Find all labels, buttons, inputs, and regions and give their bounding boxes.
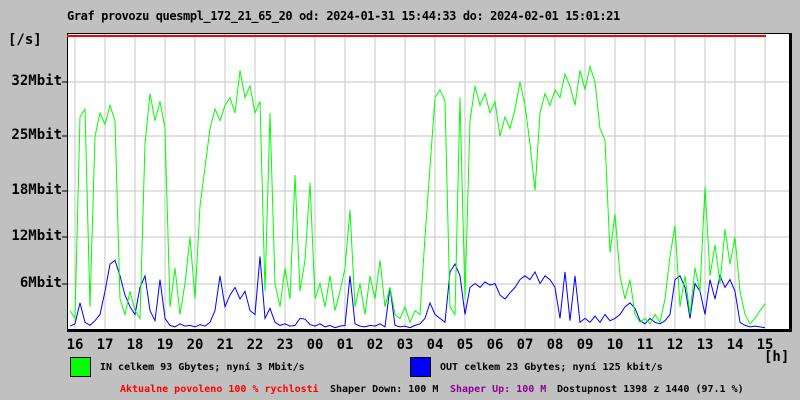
x-tick-label: 05 <box>456 337 474 353</box>
in-series-swatch <box>70 357 91 377</box>
in-legend-label: IN celkem 93 Gbytes; nyní 3 Mbit/s <box>100 362 305 373</box>
x-tick-label: 04 <box>426 337 444 353</box>
y-tick-label: 12Mbit <box>11 228 62 244</box>
y-tick-label: 25Mbit <box>11 127 62 143</box>
x-tick-label: 19 <box>156 337 174 353</box>
x-tick-label: 16 <box>66 337 84 353</box>
y-tick-label: 32Mbit <box>11 73 62 89</box>
x-tick-label: 03 <box>396 337 414 353</box>
x-tick-label: 23 <box>276 337 294 353</box>
x-tick-label: 14 <box>726 337 744 353</box>
x-tick-label: 08 <box>546 337 564 353</box>
availability-text: Dostupnost 1398 z 1440 (97.1 %) <box>557 384 744 395</box>
y-tick-label: 6Mbit <box>19 275 62 291</box>
y-axis-unit-label: [/s] <box>8 32 42 48</box>
x-tick-label: 22 <box>246 337 264 353</box>
x-tick-label: 18 <box>126 337 144 353</box>
shaper-down-text: Shaper Down: 100 M <box>330 384 439 395</box>
x-tick-label: 09 <box>576 337 594 353</box>
x-tick-label: 21 <box>216 337 234 353</box>
out-series-line <box>69 256 766 329</box>
x-tick-label: 10 <box>606 337 624 353</box>
x-axis-unit-label: [h] <box>764 349 790 365</box>
x-tick-label: 11 <box>636 337 654 353</box>
out-legend-label: OUT celkem 23 Gbytes; nyní 125 kbit/s <box>440 362 663 373</box>
out-series-swatch <box>410 357 431 377</box>
shaper-up-text: Shaper Up: 100 M <box>450 384 547 395</box>
x-tick-label: 17 <box>96 337 114 353</box>
in-series-line <box>69 64 766 325</box>
x-tick-label: 02 <box>366 337 384 353</box>
plot-border <box>67 33 790 330</box>
x-tick-label: 07 <box>516 337 534 353</box>
allowed-speed-text: Aktualne povoleno 100 % rychlosti <box>120 384 319 395</box>
x-tick-label: 13 <box>696 337 714 353</box>
x-tick-label: 01 <box>336 337 354 353</box>
y-tick-label: 18Mbit <box>11 182 62 198</box>
x-tick-label: 00 <box>306 337 324 353</box>
x-tick-label: 15 <box>756 337 774 353</box>
x-tick-label: 06 <box>486 337 504 353</box>
x-tick-label: 20 <box>186 337 204 353</box>
x-tick-label: 12 <box>666 337 684 353</box>
graph-title: Graf provozu quesmpl_172_21_65_20 od: 20… <box>67 9 620 23</box>
